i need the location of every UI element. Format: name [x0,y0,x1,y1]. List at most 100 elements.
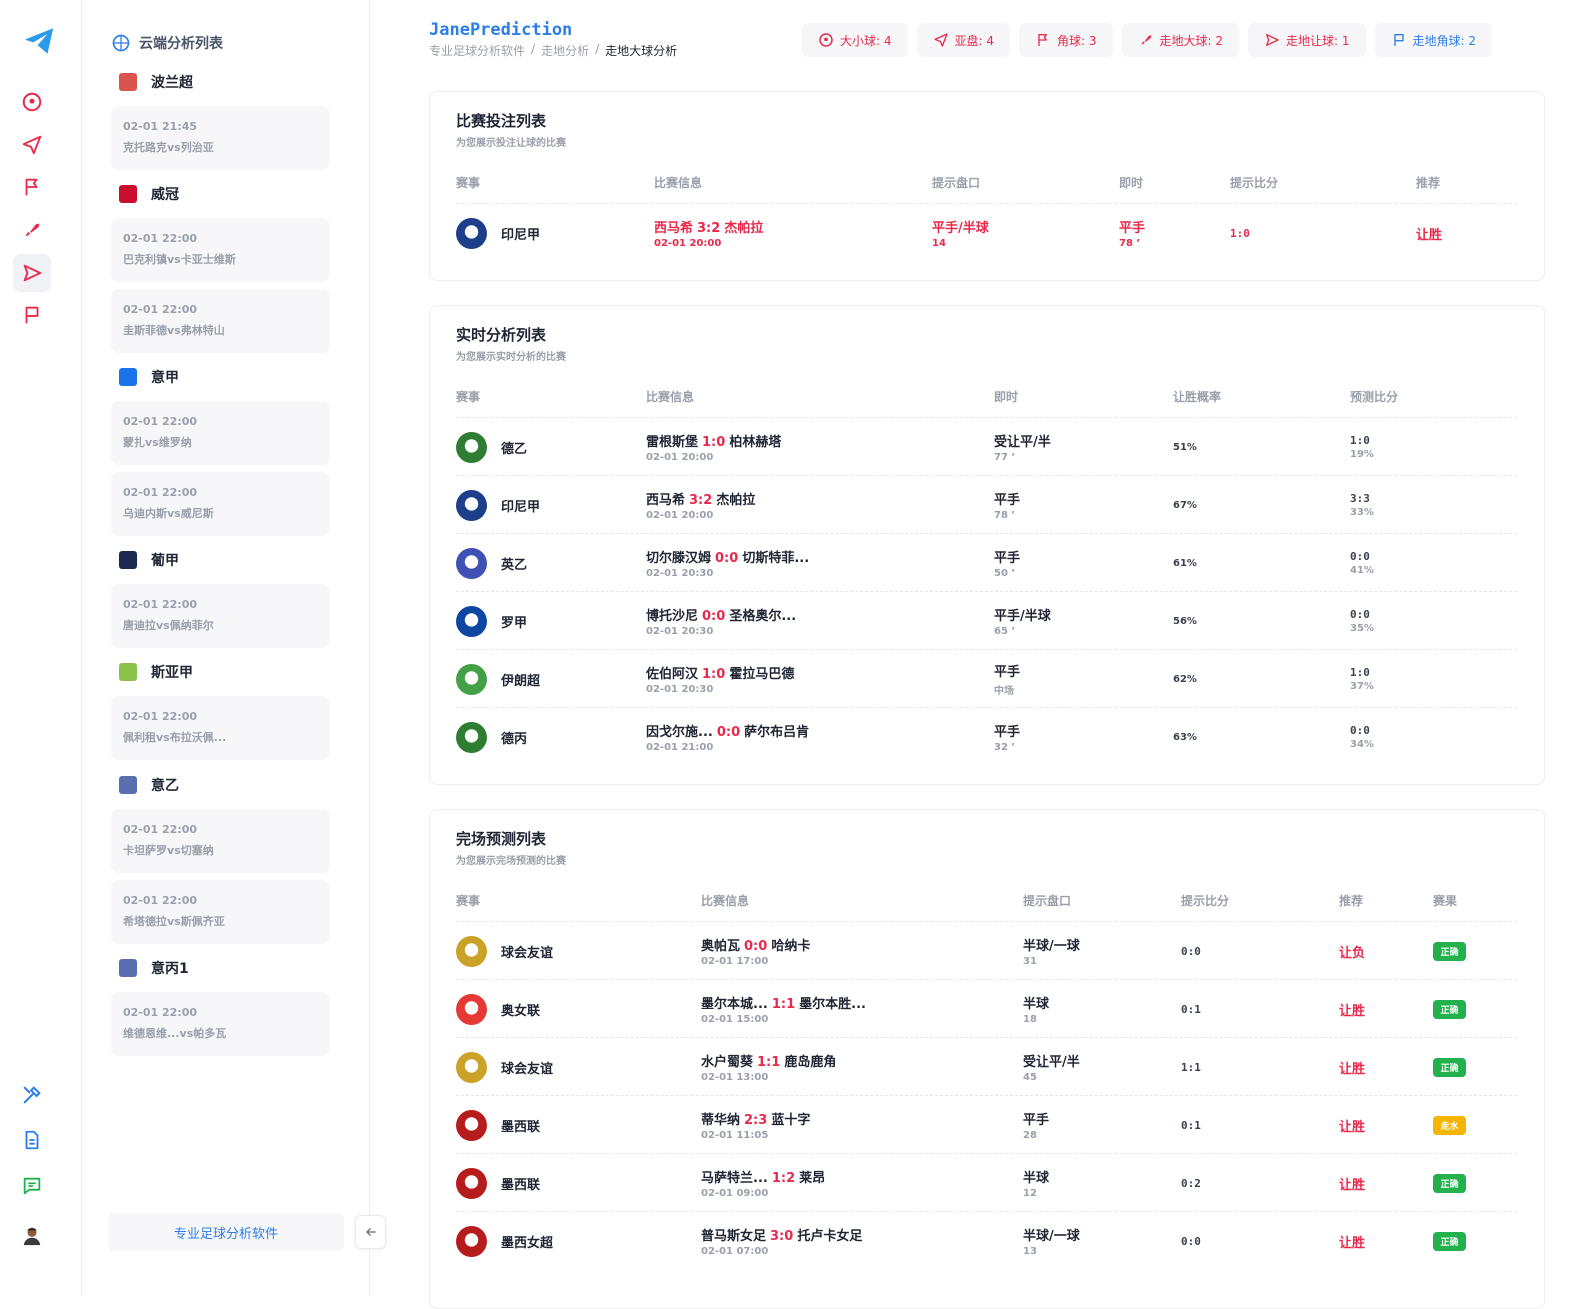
table-row[interactable]: 印尼甲 西马希 3:2 杰帕拉 02-01 20:00 平手 78 ’ 67% 3:3 33% [456,475,1517,533]
table-row[interactable]: 德乙 雷根斯堡 1:0 柏林赫塔 02-01 20:00 受让平/半 77 ’ 51% 1:0 1… [456,417,1517,475]
match-time: 02-01 11:05 [701,1130,769,1141]
sidebar-league-header[interactable]: 意甲 [119,367,179,387]
tools-icon[interactable] [13,1076,51,1114]
table-row[interactable]: 罗甲 博托沙尼 0:0 圣格奥尔... 02-01 20:30 平手/半球 65 ’ 56% 0… [456,591,1517,649]
predicted-probability: 37% [1350,681,1374,692]
recommendation: 让胜 [1339,1177,1366,1193]
recommendation: 让胜 [1339,1235,1366,1251]
stat-chip[interactable]: 亚盘: 4 [916,23,1010,57]
send-icon[interactable] [13,254,51,292]
sidebar-match-card[interactable]: 02-01 22:00 唐迪拉vs佩纳菲尔 [111,584,330,648]
league-name: 德丙 [501,731,528,747]
hint-line-sub: 13 [1023,1246,1037,1257]
column-header: 赛果 [1433,894,1458,908]
paper-plane-icon[interactable] [13,126,51,164]
hint-line-cell: 半球/一球 31 [1023,922,1080,980]
home-team: 蒂华纳 [701,1113,741,1128]
stat-chip[interactable]: 走地大球: 2 [1121,23,1239,57]
sidebar-league-header[interactable]: 意丙1 [119,958,189,978]
table-row[interactable]: 墨西女超 普马斯女足 3:0 托卢卡女足 02-01 07:00 半球/一球 13 0:0 让胜… [456,1211,1517,1269]
table-row[interactable]: 墨西联 马萨特兰... 1:2 莱昂 02-01 09:00 半球 12 0:2 让胜 正确 [456,1153,1517,1211]
soccer-ball-icon[interactable] [13,83,51,121]
hint-line: 平手 [1023,1113,1050,1128]
sidebar-league-header[interactable]: 葡甲 [119,550,179,570]
breadcrumb-item[interactable]: 专业足球分析软件 [429,44,526,58]
hint-line-cell: 平手/半球 14 [932,204,989,262]
table-row[interactable]: 印尼甲 西马希 3:2 杰帕拉 02-01 20:00 平手/半球 14 平手 78 ’ 1:0 让… [456,203,1517,261]
sidebar-match-card[interactable]: 02-01 22:00 乌迪内斯vs威尼斯 [111,472,330,536]
sidebar-league-header[interactable]: 意乙 [119,775,179,795]
stat-chip[interactable]: 大小球: 4 [802,23,908,57]
match-score: 3:2 [697,221,721,236]
league-emblem-icon [456,217,487,249]
flag-outline-icon[interactable] [13,296,51,334]
home-team: 马萨特兰... [701,1171,768,1186]
table-row[interactable]: 球会友谊 奥帕瓦 0:0 哈纳卡 02-01 17:00 半球/一球 31 0:0 让负 正确 [456,921,1517,979]
sidebar-match-card[interactable]: 02-01 22:00 蒙扎vs维罗纳 [111,401,330,465]
result-badge: 正确 [1433,999,1466,1019]
sidebar-match-card[interactable]: 02-01 22:00 希塔德拉vs斯佩齐亚 [111,880,330,944]
sidebar-league-header[interactable]: 威冠 [119,184,179,204]
card-subtitle: 为您展示投注让球的比赛 [456,138,566,149]
table-row[interactable]: 德丙 因戈尔施... 0:0 萨尔布吕肯 02-01 21:00 平手 32 ’ 63% 0:0… [456,707,1517,765]
sidebar-match-card[interactable]: 02-01 21:45 克托路克vs列治亚 [111,106,330,170]
match-time: 02-01 21:45 [123,120,198,133]
recommendation-cell: 让负 [1339,922,1365,980]
league-name: 墨西联 [501,1177,541,1193]
league-name: 墨西联 [501,1119,541,1135]
home-team: 切尔滕汉姆 [646,551,712,566]
match-teams: 墨尔本城... 1:1 墨尔本胜... [701,993,866,1012]
predicted-score: 0:0 [1181,944,1201,958]
sidebar-league-header[interactable]: 波兰超 [119,72,193,92]
league-emblem-icon [456,935,487,967]
sidebar-footer-button[interactable]: 专业足球分析软件 [108,1213,344,1251]
away-team: 哈纳卡 [771,939,811,954]
hint-line: 半球 [1023,997,1050,1012]
match-score: 2:3 [744,1113,768,1128]
league-name: 意丙1 [151,961,189,977]
sidebar-match-card[interactable]: 02-01 22:00 佩利租vs布拉沃佩... [111,696,330,760]
document-icon[interactable] [13,1121,51,1159]
rocket-icon[interactable] [13,211,51,249]
recommendation-cell: 让胜 [1339,1154,1365,1212]
league-emblem-icon [456,721,487,753]
message-icon[interactable] [13,1167,51,1205]
stat-chip[interactable]: 角球: 3 [1019,23,1113,57]
table-row[interactable]: 墨西联 蒂华纳 2:3 蓝十字 02-01 11:05 平手 28 0:1 让胜 走水 [456,1095,1517,1153]
match-name: 希塔德拉vs斯佩齐亚 [123,915,225,928]
match-name: 维德恩维...vs帕多瓦 [123,1027,227,1040]
result-badge: 正确 [1433,1231,1466,1251]
stat-chip[interactable]: 走地角球: 2 [1374,23,1492,57]
match-score: 0:0 [715,551,739,566]
column-header: 提示比分 [1230,176,1279,190]
column-header: 让胜概率 [1173,390,1222,404]
table-row[interactable]: 球会友谊 水户蜀葵 1:1 鹿岛鹿角 02-01 13:00 受让平/半 45 1:1 让胜 正确 [456,1037,1517,1095]
flag-icon[interactable] [13,168,51,206]
collapse-sidebar-button[interactable] [355,1215,386,1249]
stat-chip[interactable]: 走地让球: 1 [1248,23,1366,57]
column-header: 即时 [1119,176,1144,190]
sidebar-match-card[interactable]: 02-01 22:00 卡坦萨罗vs切塞纳 [111,809,330,873]
table-row[interactable]: 奥女联 墨尔本城... 1:1 墨尔本胜... 02-01 15:00 半球 18 0:1 让胜… [456,979,1517,1037]
column-header: 提示比分 [1181,894,1230,908]
sidebar-match-card[interactable]: 02-01 22:00 圭斯菲德vs弗林特山 [111,289,330,353]
match-time: 02-01 22:00 [123,486,198,499]
match-time: 02-01 21:00 [646,742,714,753]
breadcrumb-item[interactable]: 走地分析 [541,44,590,58]
sidebar-league-header[interactable]: 斯亚甲 [119,662,193,682]
sidebar-match-card[interactable]: 02-01 22:00 维德恩维...vs帕多瓦 [111,992,330,1056]
fulltime-card: 完场预测列表 为您展示完场预测的比赛 赛事 比赛信息 提示盘口 提示比分 推荐 赛果 球会友… [429,809,1545,1309]
win-probability: 62% [1173,673,1197,685]
table-row[interactable]: 英乙 切尔滕汉姆 0:0 切斯特菲... 02-01 20:30 平手 50 ’ 61% 0:0… [456,533,1517,591]
telegram-logo-icon[interactable] [22,24,56,58]
aperture-icon [112,34,130,52]
table-row[interactable]: 伊朗超 佐伯阿汉 1:0 霍拉马巴德 02-01 20:30 平手 中场 62% 1:0 37% [456,649,1517,707]
avatar[interactable] [13,1216,51,1254]
sidebar-match-card[interactable]: 02-01 22:00 巴克利镇vs卡亚士维斯 [111,218,330,282]
predicted-score-cell: 0:2 [1181,1154,1201,1212]
league-logo-icon [119,368,137,386]
match-score: 0:0 [716,725,741,740]
stat-chip-label: 走地角球: 2 [1412,33,1477,48]
column-header: 赛事 [456,390,481,404]
recommendation: 让胜 [1339,1003,1366,1019]
